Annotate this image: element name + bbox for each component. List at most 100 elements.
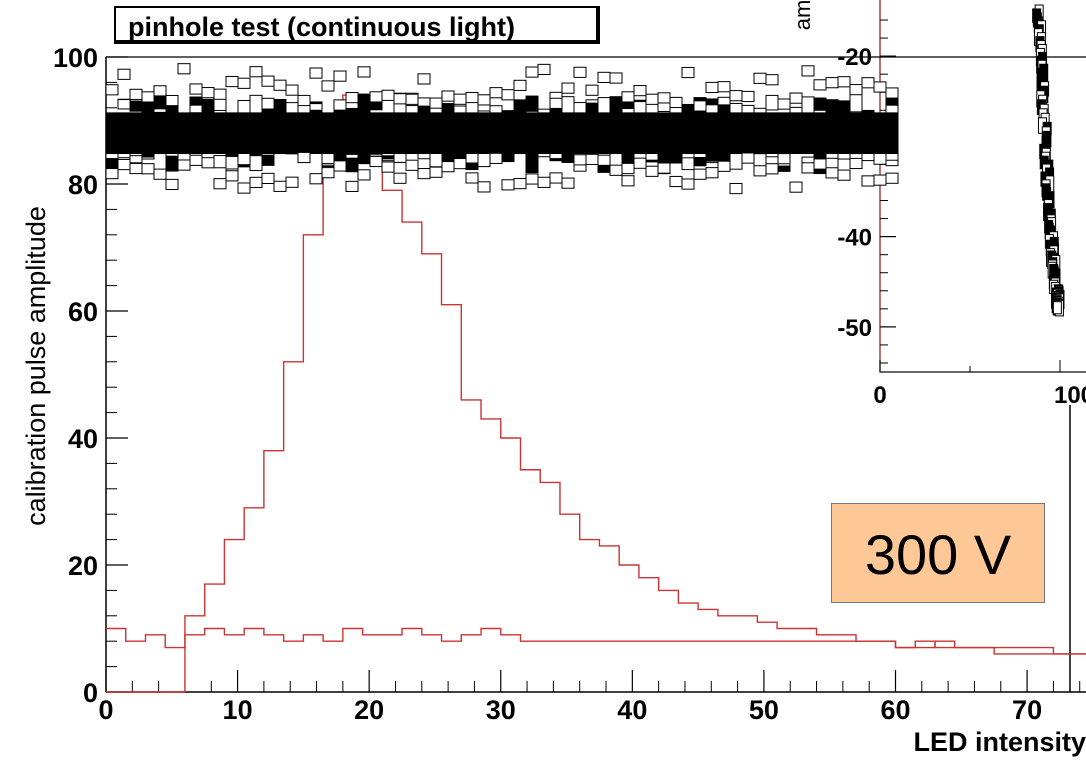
- band-core: [609, 112, 623, 155]
- band-data-box: [513, 99, 527, 114]
- band-core: [165, 112, 179, 155]
- band-outlier-box: [609, 72, 623, 84]
- band-core: [453, 112, 467, 155]
- band-outlier-box: [705, 167, 719, 179]
- band-core: [693, 112, 707, 155]
- band-core: [465, 112, 479, 155]
- x-tick-label: 0: [98, 695, 113, 725]
- band-outlier-box: [201, 87, 215, 99]
- band-outlier-box: [285, 84, 299, 96]
- band-outlier-box: [273, 180, 287, 192]
- band-core: [765, 112, 779, 155]
- band-outlier-box: [813, 158, 827, 170]
- band-outlier-box: [369, 91, 383, 103]
- band-data-box: [849, 92, 863, 113]
- band-core: [261, 112, 275, 155]
- band-core: [129, 112, 143, 155]
- band-outlier-box: [789, 181, 803, 193]
- inset-y-tick-label: -40: [837, 225, 872, 252]
- band-core: [153, 112, 167, 155]
- band-core: [513, 112, 527, 155]
- band-outlier-box: [105, 84, 119, 96]
- y-tick-label: 80: [68, 170, 98, 200]
- band-data-box: [249, 155, 263, 172]
- band-core: [249, 112, 263, 155]
- band-outlier-box: [861, 175, 875, 187]
- band-outlier-box: [873, 174, 887, 186]
- band-data-box: [345, 157, 359, 173]
- band-outlier-box: [609, 164, 623, 176]
- band-outlier-box: [441, 90, 455, 102]
- y-tick-label: 40: [68, 424, 98, 454]
- band-outlier-box: [321, 80, 335, 92]
- band-core: [753, 112, 767, 155]
- band-core: [393, 112, 407, 155]
- band-outlier-box: [237, 182, 251, 194]
- band-core: [729, 112, 743, 155]
- band-outlier-box: [381, 161, 395, 173]
- band-core: [309, 112, 323, 155]
- histogram-line-2: [106, 627, 1086, 661]
- band-core: [441, 112, 455, 155]
- band-data-box: [273, 98, 287, 114]
- band-outlier-box: [213, 178, 227, 190]
- band-core: [777, 112, 791, 155]
- band-outlier-box: [513, 178, 527, 190]
- band-outlier-box: [573, 66, 587, 78]
- band-outlier-box: [393, 93, 407, 105]
- band-outlier-box: [777, 153, 791, 165]
- band-core: [225, 112, 239, 155]
- band-outlier-box: [417, 167, 431, 180]
- band-outlier-box: [297, 94, 311, 107]
- band-outlier-box: [393, 172, 407, 184]
- x-axis-label: LED intensity: [913, 727, 1086, 757]
- band-core: [297, 112, 311, 155]
- band-data-box: [129, 155, 143, 164]
- band-core: [501, 112, 515, 155]
- band-outlier-box: [717, 160, 731, 172]
- band-outlier-box: [249, 176, 263, 188]
- band-core: [789, 112, 803, 155]
- band-core: [273, 112, 287, 155]
- band-core: [285, 112, 299, 155]
- band-outlier-box: [777, 98, 791, 110]
- band-core: [333, 112, 347, 155]
- band-data-box: [117, 99, 131, 110]
- band-outlier-box: [225, 170, 239, 182]
- band-outlier-box: [645, 93, 659, 105]
- band-data-box: [729, 102, 743, 115]
- band-outlier-box: [801, 162, 815, 174]
- band-outlier-box: [525, 66, 539, 78]
- voltage-annotation: 300 V: [864, 523, 1012, 586]
- inset-x-tick-label: 100: [1054, 382, 1086, 409]
- band-outlier-box: [537, 176, 551, 188]
- band-data-box: [309, 103, 323, 111]
- band-outlier-box: [453, 93, 467, 105]
- band-outlier-box: [765, 163, 779, 175]
- band-outlier-box: [165, 94, 179, 107]
- band-core: [657, 112, 671, 155]
- band-core: [597, 112, 611, 155]
- band-core: [573, 112, 587, 155]
- band-core: [117, 112, 131, 155]
- band-core: [645, 112, 659, 155]
- band-outlier-box: [657, 92, 671, 104]
- band-outlier-box: [441, 161, 455, 173]
- band-outlier-box: [657, 162, 671, 174]
- band-core: [525, 112, 539, 155]
- band-core: [189, 112, 203, 155]
- band-outlier-box: [237, 77, 251, 89]
- band-outlier-box: [621, 91, 635, 103]
- band-outlier-box: [885, 87, 899, 99]
- band-outlier-box: [177, 159, 191, 171]
- band-outlier-box: [537, 63, 551, 76]
- band-data-box: [825, 99, 839, 113]
- x-tick-label: 60: [880, 695, 910, 725]
- band-outlier-box: [405, 159, 419, 171]
- band-core: [489, 112, 503, 155]
- band-core: [549, 112, 563, 155]
- band-data-box: [129, 100, 143, 112]
- band-core: [825, 112, 839, 155]
- band-outlier-box: [177, 63, 191, 75]
- band-data-box: [705, 104, 719, 114]
